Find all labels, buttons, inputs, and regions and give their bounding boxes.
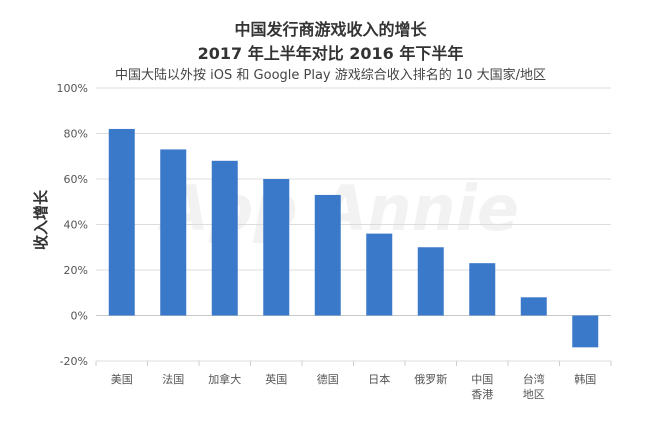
bar	[469, 263, 496, 316]
chart-caption: 中国大陆以外按 iOS 和 Google Play 游戏综合收入排名的 10 大…	[115, 68, 546, 83]
bar	[520, 297, 547, 316]
bar	[314, 194, 341, 316]
x-category-label: 美国	[111, 373, 133, 386]
x-category-label: 韩国	[574, 372, 596, 386]
y-tick-label: 60%	[64, 173, 88, 186]
bar	[366, 233, 393, 316]
y-axis-ticks: -20% 0% 20% 40% 60% 80% 100%	[57, 82, 88, 368]
x-category-label: 德国	[317, 372, 339, 386]
y-tick-label: 0%	[71, 310, 88, 323]
y-tick-label: 80%	[64, 128, 88, 141]
x-category-label: 英国	[265, 372, 287, 386]
chart-subtitle: 2017 年上半年对比 2016 年下半年	[197, 44, 464, 63]
bars	[108, 128, 599, 348]
x-category-label: 俄罗斯	[414, 373, 447, 386]
chart-title: 中国发行商游戏收入的增长	[234, 20, 427, 39]
x-category-label: 香港	[471, 388, 493, 401]
y-tick-label: 20%	[64, 264, 88, 277]
x-category-label: 地区	[523, 388, 545, 401]
x-category-label: 日本	[368, 372, 390, 386]
bar	[263, 179, 290, 316]
y-tick-label: 100%	[57, 82, 88, 95]
bar	[572, 315, 599, 348]
bar	[160, 149, 187, 316]
bar	[417, 247, 444, 316]
x-category-label: 台湾	[523, 372, 545, 386]
x-category-label: 加拿大	[208, 372, 241, 386]
bar	[211, 160, 238, 316]
bar	[108, 128, 135, 316]
x-category-label: 法国	[162, 372, 184, 386]
y-tick-label: 40%	[64, 219, 88, 232]
y-tick-label: -20%	[60, 355, 88, 368]
x-category-label: 中国	[471, 373, 493, 386]
